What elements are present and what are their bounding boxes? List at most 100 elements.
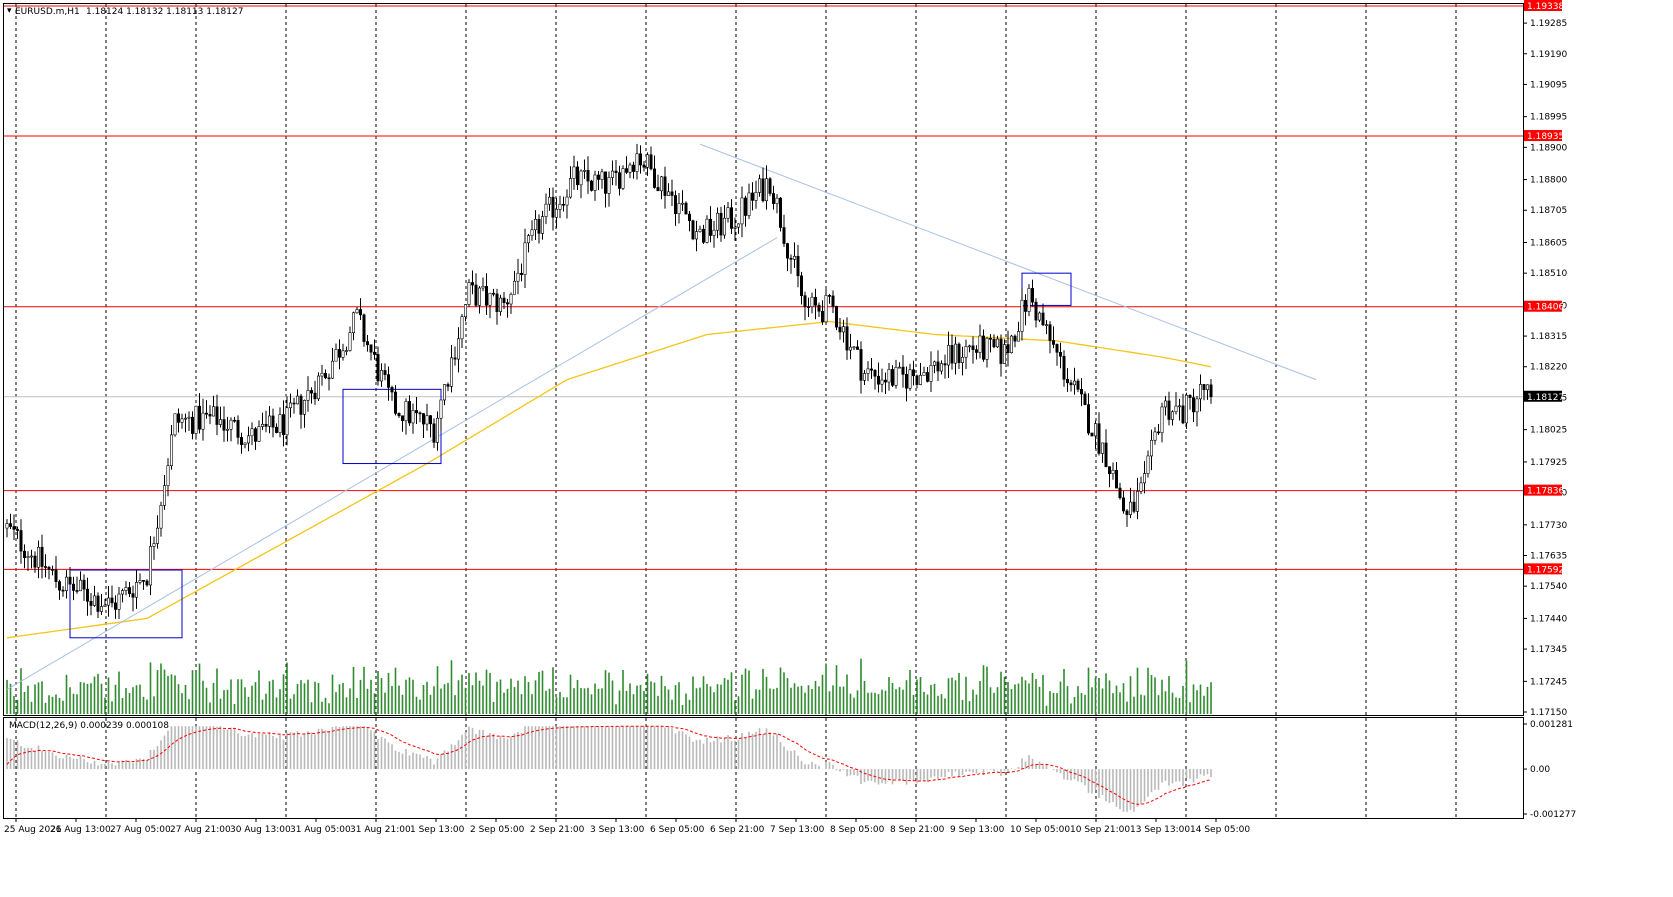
- candle-body: [505, 302, 509, 305]
- candle-body: [894, 366, 898, 386]
- candle-body: [757, 178, 761, 193]
- candle-body: [222, 419, 226, 431]
- current-price-label: 1.18127: [1527, 393, 1564, 403]
- candle-body: [512, 280, 516, 295]
- candle-body: [862, 373, 866, 381]
- candle-body: [271, 415, 275, 428]
- time-tick-label: 8 Sep 21:00: [890, 825, 945, 835]
- candle-body: [1206, 384, 1210, 391]
- candle-body: [187, 416, 191, 419]
- candle-body: [729, 207, 733, 229]
- candle-body: [624, 168, 628, 173]
- candle-body: [1038, 312, 1042, 321]
- candle-body: [1209, 384, 1213, 398]
- candle-body: [1101, 442, 1105, 454]
- candle-body: [425, 415, 429, 425]
- candle-body: [281, 414, 285, 436]
- candle-body: [880, 379, 884, 385]
- candle-body: [561, 203, 565, 206]
- candle-body: [495, 293, 499, 312]
- candle-body: [390, 387, 394, 393]
- candle-body: [820, 310, 824, 323]
- candle-body: [40, 546, 44, 567]
- candle-body: [142, 580, 146, 582]
- candle-body: [103, 604, 107, 607]
- candle-body: [589, 180, 593, 191]
- candle-body: [96, 595, 100, 612]
- candle-body: [68, 576, 72, 585]
- candle-body: [1171, 411, 1175, 420]
- candle-body: [547, 196, 551, 205]
- candle-body: [743, 197, 747, 216]
- candle-body: [953, 343, 957, 364]
- time-tick-label: 3 Sep 13:00: [590, 825, 645, 835]
- candle-body: [184, 417, 188, 420]
- candle-body: [149, 546, 153, 586]
- price-tick-label: 1.18025: [1530, 426, 1567, 436]
- time-tick-label: 10 Sep 21:00: [1070, 825, 1130, 835]
- candle-body: [254, 428, 258, 442]
- candle-body: [309, 390, 313, 394]
- candle-body: [117, 593, 121, 610]
- candle-body: [1129, 501, 1133, 515]
- candle-body: [796, 255, 800, 277]
- candle-body: [607, 177, 611, 194]
- candle-body: [638, 153, 642, 166]
- time-tick-label: 31 Aug 21:00: [350, 825, 411, 835]
- chart-symbol: EURUSD.m,H1: [15, 7, 80, 17]
- candle-body: [691, 220, 695, 240]
- candle-body: [540, 216, 544, 234]
- candle-body: [65, 576, 69, 591]
- candle-body: [761, 178, 765, 202]
- candle-body: [173, 413, 177, 436]
- price-tick-label: 1.17345: [1530, 645, 1567, 655]
- candle-body: [687, 213, 691, 222]
- level-tag: [1524, 130, 1562, 142]
- candle-body: [722, 217, 726, 236]
- candle-body: [449, 357, 453, 387]
- candle-body: [240, 437, 244, 445]
- candle-body: [537, 219, 541, 234]
- level-tag: [1524, 484, 1562, 496]
- candle-body: [488, 292, 492, 306]
- time-tick-label: 26 Aug 13:00: [50, 825, 111, 835]
- candle-body: [159, 505, 163, 529]
- candle-body: [841, 326, 845, 333]
- candle-body: [166, 465, 170, 486]
- candle-body: [407, 401, 411, 424]
- macd-label: MACD(12,26,9) 0.000239 0.000108: [9, 721, 169, 731]
- candle-body: [579, 170, 583, 186]
- candle-body: [383, 370, 387, 375]
- price-tick-label: 1.17540: [1530, 582, 1567, 592]
- candle-body: [957, 343, 961, 363]
- candle-body: [677, 203, 681, 214]
- candle-body: [817, 304, 821, 312]
- candlesticks: [5, 143, 1213, 619]
- candle-body: [292, 402, 296, 405]
- candle-body: [666, 191, 670, 196]
- time-tick-label: 1 Sep 13:00: [410, 825, 465, 835]
- candle-body: [362, 314, 366, 342]
- chart-header-triangle[interactable]: ▾: [7, 6, 12, 16]
- level-tag: [1524, 300, 1562, 312]
- candle-body: [1080, 389, 1084, 395]
- candle-body: [1045, 324, 1049, 326]
- candle-body: [404, 401, 408, 422]
- macd-tick-label: 0.001281: [1530, 720, 1573, 730]
- price-tick-label: 1.18605: [1530, 239, 1567, 249]
- level-tag: [1524, 563, 1562, 575]
- candle-body: [250, 428, 254, 437]
- candle-body: [911, 369, 915, 377]
- candle-body: [649, 154, 653, 170]
- candle-body: [852, 346, 856, 349]
- candle-body: [908, 369, 912, 389]
- candle-body: [355, 309, 359, 314]
- candle-body: [1097, 423, 1101, 454]
- candle-body: [411, 410, 415, 424]
- candle-body: [635, 153, 639, 172]
- candle-body: [771, 193, 775, 204]
- candle-body: [656, 187, 660, 192]
- candle-body: [1174, 405, 1178, 413]
